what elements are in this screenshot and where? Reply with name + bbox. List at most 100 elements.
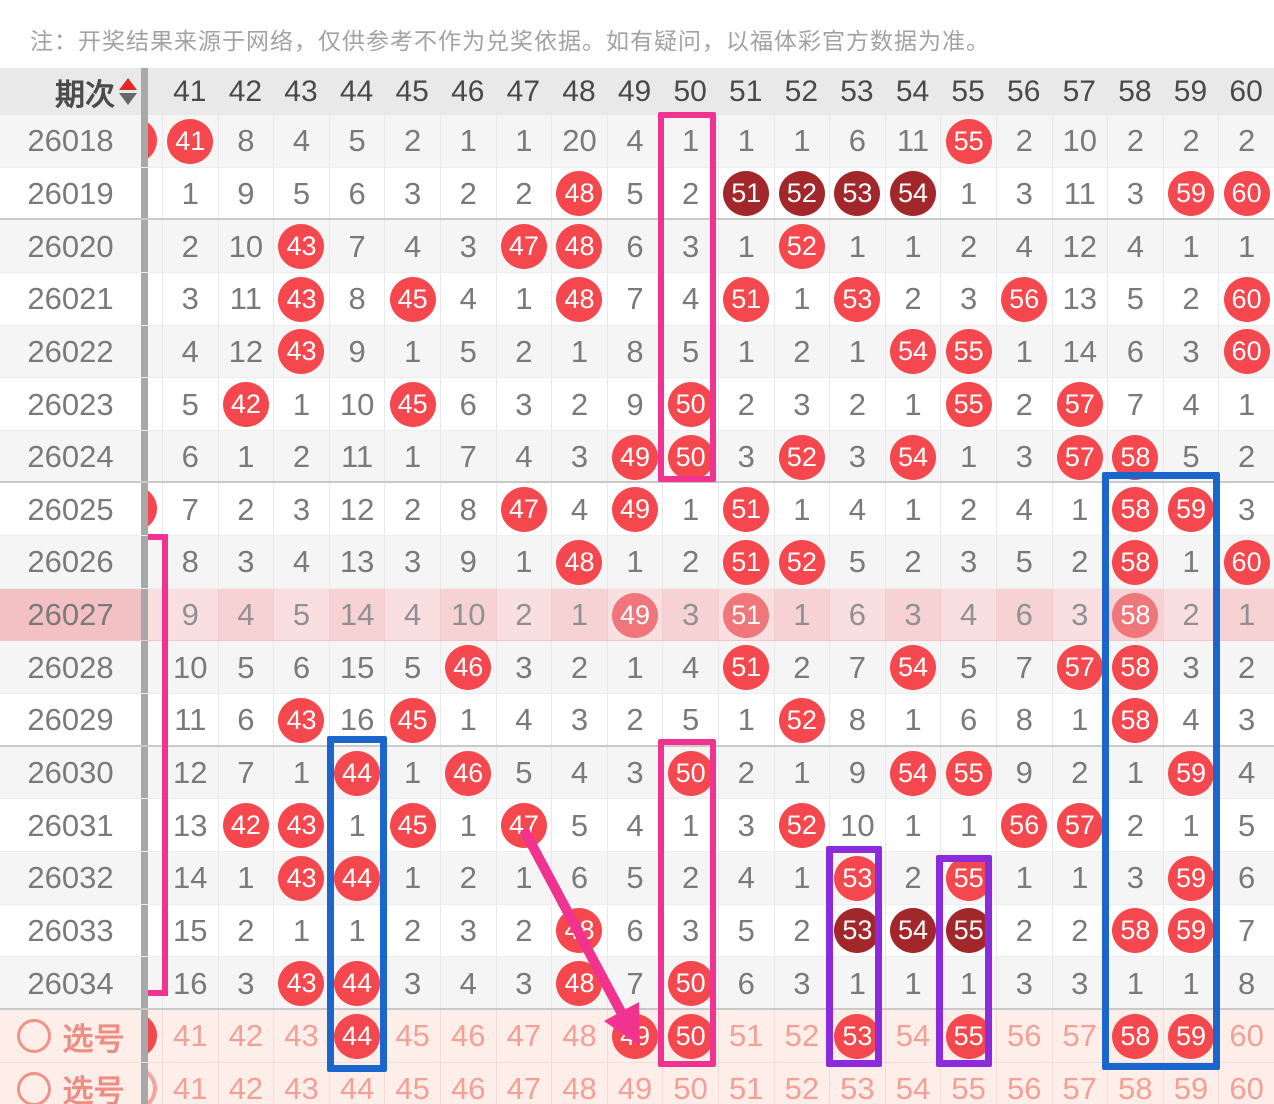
hit-circle[interactable]: 55 — [945, 1013, 992, 1059]
number-cell[interactable]: 57 — [1051, 1009, 1108, 1063]
hit-circle: 45 — [389, 276, 436, 322]
selection-ring-icon[interactable] — [16, 1071, 51, 1104]
number-cell[interactable]: 56 — [995, 1062, 1052, 1104]
number-cell[interactable]: 48 — [551, 1062, 607, 1104]
number-cell[interactable]: 54 — [884, 1062, 941, 1104]
number-cell[interactable]: 56 — [995, 1009, 1052, 1063]
number-cell[interactable]: 48 — [551, 1009, 607, 1063]
column-divider — [141, 1062, 148, 1104]
number-cell: 4 — [606, 799, 663, 852]
number-cell: 13 — [1051, 272, 1108, 326]
number-cell: 5 — [273, 167, 329, 221]
number-cell: 58 — [1107, 483, 1163, 537]
number-cell: 12 — [1051, 220, 1108, 273]
number-cell[interactable]: 55 — [940, 1009, 996, 1063]
table-row-26029: 26029 11 6 43 16 45 1 4 3 2 5 1 52 8 1 6 8 1 58 4 3 — [0, 694, 1274, 747]
period-header-label: 期次 — [55, 78, 115, 112]
number-cell: 16 — [328, 694, 385, 747]
number-cell[interactable]: 44 — [328, 1009, 385, 1063]
number-cell[interactable]: 51 — [717, 1009, 774, 1063]
hit-circle: 43 — [278, 855, 325, 901]
number-cell: 43 — [273, 799, 329, 852]
hit-circle[interactable]: 53 — [834, 1013, 881, 1059]
hit-circle[interactable]: 59 — [1167, 1013, 1214, 1059]
number-cell[interactable]: 52 — [773, 1062, 830, 1104]
number-cell[interactable]: 60 — [1218, 1062, 1274, 1104]
number-cell[interactable]: 45 — [384, 1009, 440, 1063]
hit-circle[interactable]: 58 — [1112, 1013, 1159, 1059]
period-sort-control[interactable] — [119, 78, 137, 105]
number-cell[interactable]: 59 — [1162, 1009, 1219, 1063]
clipped-column-40-cell — [148, 641, 162, 694]
number-cell: 47 — [495, 483, 552, 537]
number-cell[interactable]: 49 — [606, 1009, 663, 1063]
number-cell[interactable]: 54 — [884, 1009, 941, 1063]
number-cell[interactable]: 59 — [1162, 1062, 1219, 1104]
number-cell: 55 — [940, 746, 996, 800]
number-cell: 48 — [551, 167, 607, 221]
number-cell[interactable]: 50 — [662, 1062, 718, 1104]
column-divider — [141, 957, 148, 1010]
number-cell: 3 — [606, 746, 663, 800]
number-cell[interactable]: 55 — [940, 1062, 996, 1104]
hit-circle: 45 — [389, 803, 436, 849]
hit-circle: 48 — [556, 276, 603, 322]
number-cell: 2 — [884, 851, 941, 905]
number-cell[interactable]: 57 — [1051, 1062, 1108, 1104]
header-col-50: 50 — [673, 74, 707, 108]
selection-ring-icon[interactable] — [16, 1019, 51, 1054]
selection-label[interactable]: 选号 — [0, 1066, 141, 1104]
number-cell: 3 — [1107, 851, 1163, 905]
column-divider — [141, 1009, 148, 1063]
number-cell[interactable]: 51 — [717, 1062, 774, 1104]
sort-up-icon[interactable] — [119, 78, 137, 90]
number-cell: 1 — [384, 325, 440, 379]
number-cell: 51 — [717, 272, 774, 326]
number-cell[interactable]: 46 — [439, 1009, 496, 1063]
number-cell: 58 — [1107, 588, 1163, 642]
hit-circle: 58 — [1112, 434, 1159, 480]
number-cell[interactable]: 43 — [273, 1062, 329, 1104]
number-cell: 1 — [1107, 957, 1163, 1010]
hit-circle: 60 — [1223, 276, 1270, 322]
number-cell[interactable]: 60 — [1218, 1009, 1274, 1063]
number-cell[interactable]: 45 — [384, 1062, 440, 1104]
number-cell: 1 — [773, 588, 830, 642]
number-cell[interactable]: 58 — [1107, 1009, 1163, 1063]
number-cell: 1 — [940, 799, 996, 852]
clipped-column-40-cell — [148, 747, 162, 800]
hit-circle[interactable]: 49 — [612, 1013, 659, 1059]
hit-circle: 59 — [1167, 908, 1214, 954]
number-cell[interactable]: 42 — [217, 1009, 274, 1063]
number-cell[interactable]: 50 — [662, 1009, 718, 1063]
number-cell[interactable]: 42 — [217, 1062, 274, 1104]
number-cell: 5 — [1218, 799, 1274, 852]
number-cell: 14 — [1051, 325, 1108, 379]
number-cell[interactable]: 47 — [495, 1009, 552, 1063]
number-cell[interactable]: 47 — [495, 1062, 552, 1104]
number-cell: 6 — [273, 641, 329, 695]
number-cell[interactable]: 46 — [439, 1062, 496, 1104]
number-cell[interactable]: 43 — [273, 1009, 329, 1063]
number-cell[interactable]: 44 — [328, 1062, 385, 1104]
number-cell[interactable]: 53 — [829, 1062, 885, 1104]
selection-label[interactable]: 选号 — [0, 1014, 141, 1059]
clipped-column-40-cell — [148, 115, 162, 168]
number-cell: 9 — [995, 746, 1052, 800]
number-cell[interactable]: 58 — [1107, 1062, 1163, 1104]
hit-circle[interactable]: 50 — [667, 1013, 714, 1059]
number-cell: 7 — [606, 272, 663, 326]
number-cell: 1 — [1051, 851, 1108, 905]
number-cell: 2 — [495, 588, 552, 642]
hit-circle: 55 — [945, 855, 992, 901]
sort-down-icon[interactable] — [119, 93, 137, 105]
header-col-60: 60 — [1229, 74, 1263, 108]
number-cell: 3 — [551, 430, 607, 484]
number-cell: 4 — [1218, 746, 1274, 800]
hit-circle[interactable]: 44 — [334, 1013, 381, 1059]
number-cell[interactable]: 41 — [162, 1009, 218, 1063]
number-cell[interactable]: 52 — [773, 1009, 830, 1063]
number-cell[interactable]: 49 — [606, 1062, 663, 1104]
number-cell[interactable]: 53 — [829, 1009, 885, 1063]
number-cell[interactable]: 41 — [162, 1062, 218, 1104]
